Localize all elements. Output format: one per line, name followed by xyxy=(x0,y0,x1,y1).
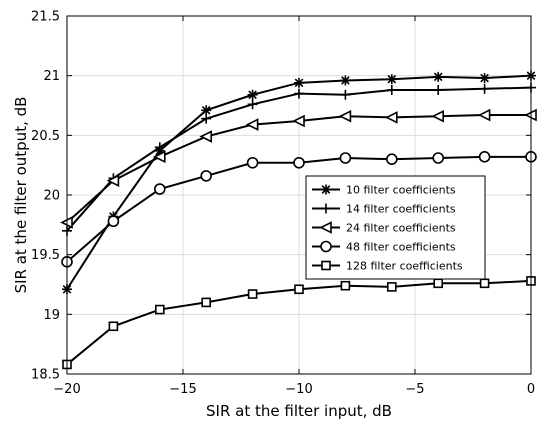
legend-marker xyxy=(320,240,332,253)
data-point xyxy=(199,130,212,143)
x-tick-label: −5 xyxy=(405,382,424,397)
data-point xyxy=(340,280,351,291)
data-point xyxy=(480,73,489,83)
legend: 10 filter coefficients 14 filter coeffici… xyxy=(305,175,486,280)
legend-label: 128 filter coefficients xyxy=(346,260,463,273)
series-layer xyxy=(60,70,537,370)
ticks: −20 −15 −10 −5 0 18.5 19 19.5 20 20.5 21 21.5 xyxy=(31,10,535,398)
legend-label: 14 filter coefficients xyxy=(346,203,456,216)
y-tick-label: 20.5 xyxy=(31,129,60,144)
legend-item: 10 filter coefficients xyxy=(312,184,456,197)
data-point xyxy=(385,111,398,124)
series-4 xyxy=(61,151,537,268)
y-tick-label: 19.5 xyxy=(31,248,60,263)
y-axis-label: SIR at the filter output, dB xyxy=(12,97,30,294)
data-point xyxy=(431,109,445,123)
data-point xyxy=(155,304,165,315)
legend-marker xyxy=(321,260,331,271)
y-tick-label: 19 xyxy=(43,308,60,323)
data-point xyxy=(245,118,259,131)
data-point xyxy=(107,215,120,228)
legend-label: 24 filter coefficients xyxy=(346,222,456,235)
legend-item: 14 filter coefficients xyxy=(312,203,456,216)
data-point xyxy=(292,114,305,128)
data-point xyxy=(432,152,445,164)
legend-label: 10 filter coefficients xyxy=(346,184,456,197)
data-point xyxy=(433,278,444,289)
data-point xyxy=(106,174,120,187)
x-tick-label: 0 xyxy=(527,382,535,397)
data-point xyxy=(246,156,259,169)
data-point xyxy=(294,78,304,88)
legend-label: 48 filter coefficients xyxy=(346,241,456,254)
series-2 xyxy=(62,82,536,236)
legend-item: 24 filter coefficients xyxy=(312,221,456,235)
data-point xyxy=(154,183,166,195)
data-point xyxy=(248,90,257,100)
grid xyxy=(66,15,532,375)
data-point xyxy=(108,321,119,332)
x-tick-label: −10 xyxy=(285,382,312,397)
data-point xyxy=(477,108,491,122)
x-tick-label: −20 xyxy=(53,382,80,397)
data-point xyxy=(385,153,398,165)
data-point xyxy=(294,284,304,295)
data-point xyxy=(479,278,490,289)
y-tick-label: 20 xyxy=(43,189,60,204)
y-tick-label: 21 xyxy=(43,69,60,84)
data-point xyxy=(200,170,212,182)
data-point xyxy=(341,76,350,85)
legend-item: 48 filter coefficients xyxy=(312,241,456,254)
y-tick-label: 18.5 xyxy=(31,368,60,383)
data-point xyxy=(201,297,211,308)
y-tick-label: 21.5 xyxy=(31,10,60,25)
data-point xyxy=(293,156,305,169)
data-point xyxy=(153,150,166,164)
data-point xyxy=(387,74,397,84)
data-point xyxy=(201,105,211,115)
data-point xyxy=(247,289,258,299)
data-point xyxy=(433,72,443,82)
legend-item: 128 filter coefficients xyxy=(312,260,463,273)
legend-marker xyxy=(319,221,332,234)
data-point xyxy=(338,109,352,123)
x-tick-label: −15 xyxy=(169,382,196,397)
x-axis-label: SIR at the filter input, dB xyxy=(206,402,392,420)
data-point xyxy=(339,152,352,164)
data-point xyxy=(478,151,491,163)
data-point xyxy=(386,282,397,292)
legend-marker xyxy=(321,185,331,194)
